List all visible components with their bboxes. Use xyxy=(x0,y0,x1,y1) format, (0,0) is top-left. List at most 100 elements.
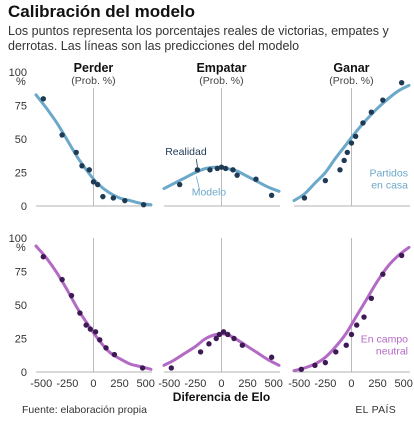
data-point xyxy=(40,254,47,260)
model-line xyxy=(292,83,411,203)
data-point xyxy=(343,342,349,348)
data-point xyxy=(361,314,367,320)
y-tick-label: 25 xyxy=(15,168,27,180)
data-point xyxy=(87,326,94,332)
data-point xyxy=(234,172,240,178)
data-point xyxy=(222,165,229,172)
x-tick-label: -250 xyxy=(56,378,78,390)
model-line xyxy=(34,93,153,207)
data-point xyxy=(268,192,275,198)
data-point xyxy=(216,331,223,338)
chart-subtitle: Los puntos representa los porcentajes re… xyxy=(8,24,389,53)
data-point xyxy=(68,292,75,299)
x-tick-label: -250 xyxy=(184,378,206,390)
data-point xyxy=(225,331,231,338)
x-tick-label: -500 xyxy=(30,378,52,390)
row-label: neutral xyxy=(376,346,408,358)
x-tick-label: -500 xyxy=(288,378,310,390)
data-point xyxy=(213,335,219,342)
x-tick-label: -250 xyxy=(314,378,336,390)
data-point xyxy=(337,167,343,173)
y-tick-label: 75 xyxy=(15,267,27,279)
panel-subtitle: (Prob. %) xyxy=(71,75,115,87)
data-point xyxy=(354,322,360,328)
data-point xyxy=(239,342,246,348)
x-tick-label: 250 xyxy=(110,378,128,390)
annotation-realidad: Realidad xyxy=(165,146,207,158)
data-point xyxy=(348,140,355,146)
data-point xyxy=(97,337,103,343)
data-point xyxy=(194,167,201,173)
data-point xyxy=(111,351,118,358)
annotation-modelo: Modelo xyxy=(192,186,227,198)
annotation-leader xyxy=(196,176,200,191)
data-point xyxy=(40,96,47,102)
panel-subtitle: (Prob. %) xyxy=(329,75,373,87)
data-point xyxy=(268,354,275,360)
data-point xyxy=(206,341,212,347)
x-tick-label: 0 xyxy=(90,378,96,390)
data-point xyxy=(218,164,225,170)
brand-logo-text: EL PAÍS xyxy=(355,404,396,416)
x-tick-label: 250 xyxy=(368,378,386,390)
y-tick-label: 100 xyxy=(9,67,27,79)
y-tick-label: 25 xyxy=(15,334,27,346)
x-tick-label: 0 xyxy=(218,378,224,390)
x-tick-label: 500 xyxy=(265,378,283,390)
data-point xyxy=(298,366,305,373)
data-point xyxy=(86,167,92,173)
chart-title: Calibración del modelo xyxy=(8,2,196,21)
row-label: En campo xyxy=(361,334,408,346)
data-point xyxy=(83,322,89,328)
data-point xyxy=(73,149,79,156)
data-point xyxy=(253,176,259,182)
data-point xyxy=(59,276,65,283)
y-tick-label: 0 xyxy=(21,201,27,213)
data-point xyxy=(176,181,183,188)
y-tick-label: 100 xyxy=(9,233,27,245)
panel-title: Empatar xyxy=(196,61,246,75)
data-point xyxy=(220,329,227,335)
data-point xyxy=(348,331,355,338)
data-point xyxy=(341,157,347,164)
annotation-leader xyxy=(195,159,198,168)
data-point xyxy=(110,195,117,201)
data-point xyxy=(207,167,213,173)
data-point xyxy=(100,193,106,200)
y-tick-label: 50 xyxy=(15,134,27,146)
panel-subtitle: (Prob. %) xyxy=(199,75,243,87)
panel-title: Perder xyxy=(74,61,114,75)
data-point xyxy=(301,195,308,201)
x-tick-label: 250 xyxy=(238,378,256,390)
data-point xyxy=(59,132,65,138)
data-point xyxy=(94,181,101,188)
data-point xyxy=(140,201,147,208)
data-point xyxy=(103,345,109,351)
data-point xyxy=(312,362,318,368)
data-point xyxy=(398,80,405,86)
data-point xyxy=(322,177,329,184)
x-tick-label: -500 xyxy=(158,378,180,390)
x-tick-label: 500 xyxy=(395,378,413,390)
y-tick-label: 50 xyxy=(15,300,27,312)
y-unit-label: % xyxy=(16,242,26,254)
data-point xyxy=(360,120,366,126)
y-tick-label: 0 xyxy=(21,367,27,379)
data-point xyxy=(368,109,375,115)
x-axis-label: Diferencia de Elo xyxy=(173,390,270,404)
data-point xyxy=(197,349,204,355)
data-point xyxy=(230,167,236,173)
data-point xyxy=(322,359,329,366)
data-point xyxy=(368,295,375,301)
data-point xyxy=(92,329,99,335)
panel-title: Ganar xyxy=(333,61,369,75)
data-point xyxy=(77,310,83,316)
data-point xyxy=(79,163,85,169)
data-point xyxy=(168,365,175,371)
data-point xyxy=(122,197,128,204)
y-unit-label: % xyxy=(16,76,26,88)
data-point xyxy=(398,252,405,259)
data-point xyxy=(139,365,146,371)
data-point xyxy=(344,149,350,156)
